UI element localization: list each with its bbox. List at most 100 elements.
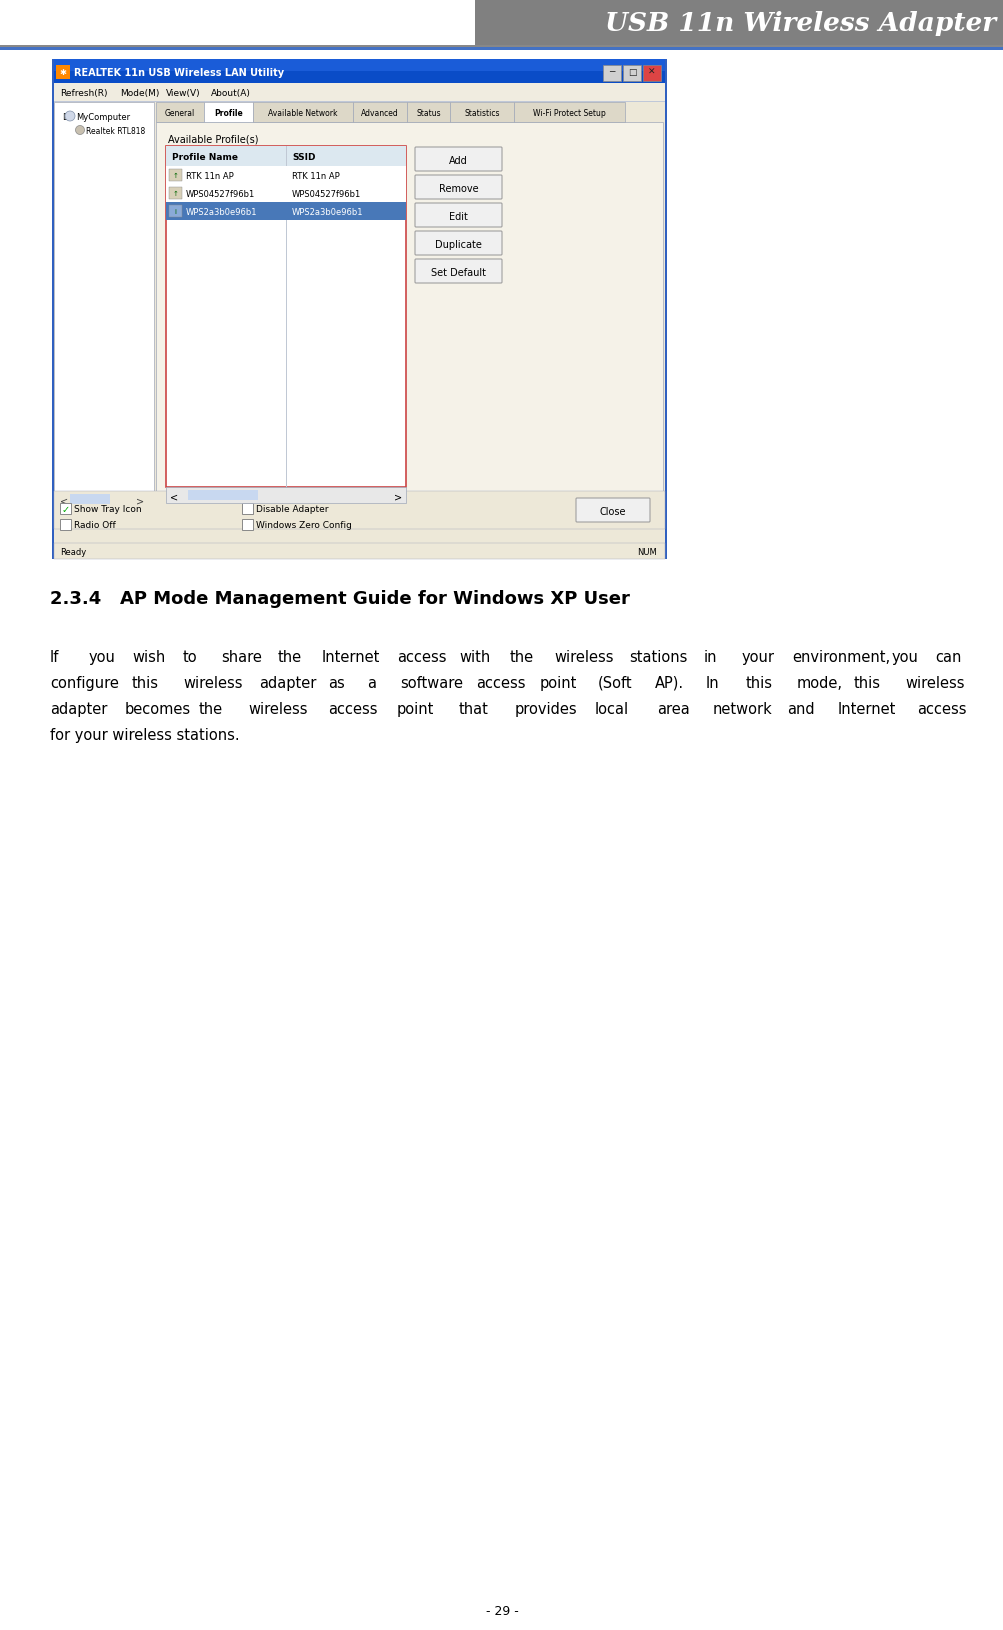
Bar [165,147,405,487]
Text: point: point [540,675,577,691]
Text: NUM: NUM [636,548,656,557]
Text: - 29 -: - 29 - [485,1604,518,1617]
Text: Status: Status [415,109,440,117]
Text: wireless: wireless [183,675,243,691]
Text: Show Tray Icon: Show Tray Icon [74,505,141,513]
Text: your: your [741,650,774,665]
Text: ↑: ↑ [173,173,179,179]
Text: In: In [705,675,719,691]
Text: the: the [278,650,302,665]
Text: access: access [396,650,446,665]
Text: a: a [367,675,376,691]
Text: can: can [935,650,961,665]
Text: ↑: ↑ [173,191,179,197]
Text: Internet: Internet [837,701,895,717]
Text: Radio Off: Radio Off [74,522,115,530]
Text: software: software [400,675,463,691]
Text: Profile: Profile [214,109,243,117]
Text: Disable Adapter: Disable Adapter [256,505,328,513]
Bar [165,202,405,220]
Text: General: General [164,109,196,117]
Bar [188,491,258,500]
Bar [169,187,182,200]
Text: Profile Name: Profile Name [172,153,238,161]
Bar [155,122,662,507]
Text: USB 11n Wireless Adapter: USB 11n Wireless Adapter [604,10,995,36]
Text: access: access [328,701,378,717]
Circle shape [75,127,84,135]
Text: (Soft: (Soft [597,675,631,691]
Text: Set Default: Set Default [430,267,485,277]
Text: local: local [595,701,629,717]
Text: View(V): View(V) [165,90,200,98]
Bar [165,184,405,202]
Text: share: share [221,650,262,665]
Text: Internet: Internet [322,650,380,665]
Bar [242,504,253,515]
Text: □: □ [627,68,636,77]
Bar [353,103,406,122]
Bar [56,65,70,80]
Bar [169,205,182,218]
Bar [54,103,153,492]
Text: mode,: mode, [795,675,842,691]
Text: Available Network: Available Network [268,109,337,117]
Bar [0,47,1003,51]
Text: WPS2a3b0e96b1: WPS2a3b0e96b1 [292,209,363,217]
Bar [642,65,660,82]
Text: SSID: SSID [292,153,315,161]
Text: this: this [744,675,771,691]
Text: 2.3.4   AP Mode Management Guide for Windows XP User: 2.3.4 AP Mode Management Guide for Windo… [50,590,629,608]
Circle shape [65,112,75,122]
Bar [165,166,405,184]
Bar [449,103,514,122]
Bar [60,520,71,531]
Text: Windows Zero Config: Windows Zero Config [256,522,351,530]
Text: i: i [175,209,177,215]
Text: the: the [510,650,534,665]
Text: WPS2a3b0e96b1: WPS2a3b0e96b1 [186,209,257,217]
FancyBboxPatch shape [414,148,502,171]
Text: MyComputer: MyComputer [76,112,130,121]
Text: WPS04527f96b1: WPS04527f96b1 [292,189,361,199]
Text: Edit: Edit [448,212,467,222]
Text: access: access [917,701,966,717]
Text: the: the [199,701,223,717]
Text: <: < [60,496,68,505]
Bar [54,544,664,559]
Bar [169,170,182,183]
Bar [474,0,1003,46]
Bar [165,147,405,166]
Text: About(A): About(A) [211,90,251,98]
Text: Mode(M): Mode(M) [120,90,159,98]
Text: you: you [88,650,115,665]
Text: ✓: ✓ [61,505,69,515]
Text: adapter: adapter [259,675,316,691]
Text: ✕: ✕ [648,68,655,77]
Bar [60,504,71,515]
Bar [253,103,353,122]
Text: If: If [50,650,59,665]
FancyBboxPatch shape [576,499,649,523]
Text: Wi-Fi Protect Setup: Wi-Fi Protect Setup [533,109,605,117]
Text: ⊟: ⊟ [62,112,70,122]
Text: REALTEK 11n USB Wireless LAN Utility: REALTEK 11n USB Wireless LAN Utility [74,67,284,78]
Bar [54,62,664,557]
Text: >: > [135,496,143,505]
Bar [603,65,621,82]
Text: AP).: AP). [654,675,683,691]
Text: Close: Close [599,507,626,517]
Bar [54,492,664,530]
Text: that: that [458,701,488,717]
Bar [54,60,664,72]
Text: network: network [712,701,772,717]
Bar [165,487,405,504]
Bar [54,60,664,85]
Text: with: with [459,650,490,665]
Text: wish: wish [132,650,165,665]
FancyBboxPatch shape [414,231,502,256]
Text: stations: stations [628,650,687,665]
Bar [70,494,110,505]
Text: becomes: becomes [124,701,191,717]
Text: Duplicate: Duplicate [434,240,481,249]
